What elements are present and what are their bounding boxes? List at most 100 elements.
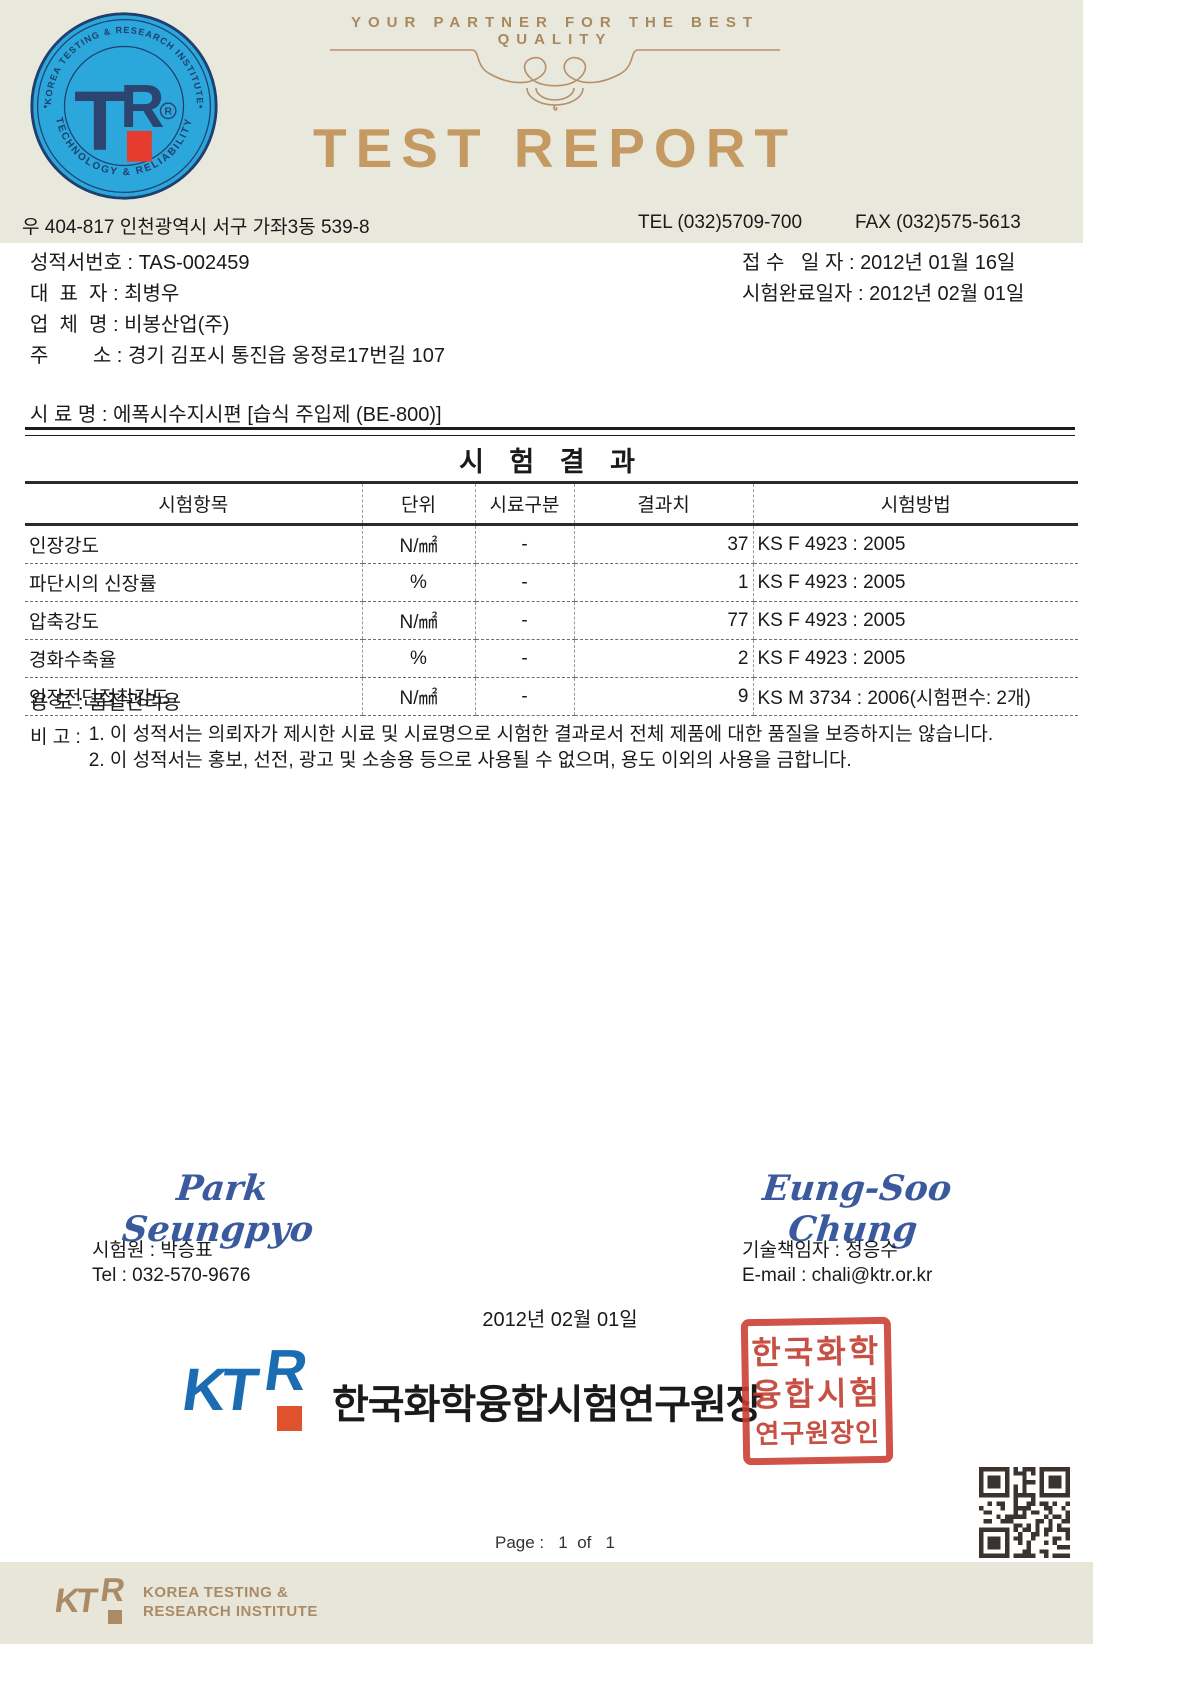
institute-tel: TEL (032)5709-700 <box>638 212 803 233</box>
results-section-title: 시 험 결 과 <box>459 447 644 477</box>
table-cell: - <box>474 677 574 716</box>
svg-text:R: R <box>120 72 164 141</box>
report-number-label: 성적서번호 : <box>30 252 134 274</box>
tr-seal-logo: KOREA TESTING & RESEARCH INSTITUTE TECHN… <box>28 10 220 202</box>
address-value: 경기 김포시 통진읍 옹정로17번길 107 <box>127 345 445 367</box>
company-value: 비봉산업(주) <box>124 314 230 336</box>
tr-seal-icon: KOREA TESTING & RESEARCH INSTITUTE TECHN… <box>30 12 218 200</box>
table-cell: 파단시의 신장률 <box>25 563 362 602</box>
institute-fax: FAX (032)575-5613 <box>855 212 1021 233</box>
footer-org-line2: RESEARCH INSTITUTE <box>143 1603 318 1620</box>
table-header-row: 시험항목 단위 시료구분 결과치 시험방법 <box>25 482 1078 526</box>
representative-value: 최병우 <box>124 283 180 305</box>
completed-date-label: 시험완료일자 : <box>742 283 864 305</box>
remarks-notes: 1. 이 성적서는 의뢰자가 제시한 시료 및 시료명으로 시험한 결과로서 전… <box>89 722 993 774</box>
stamp-row: 융합시험 <box>751 1374 883 1414</box>
table-cell: 77 <box>573 601 753 640</box>
results-table-body: 인장강도 N/㎟ -37 KS F 4923 : 2005 파단시의 신장률% -1 KS … <box>25 524 1078 716</box>
report-title: TEST REPORT <box>312 117 798 179</box>
remarks-label: 비 고 : <box>30 727 81 748</box>
report-number-value: TAS-002459 <box>138 252 250 274</box>
table-row: 파단시의 신장률% -1 KS F 4923 : 2005 <box>25 563 1078 602</box>
institute-address: 우 404-817 인천광역시 서구 가좌3동 539-8 <box>22 217 370 238</box>
results-table: 시험항목 단위 시료구분 결과치 시험방법 인장강도 N/㎟ -37 KS F 492… <box>25 481 1078 716</box>
completed-date-row: 시험완료일자 : 2012년 02월 01일 <box>742 277 1024 306</box>
table-cell: - <box>474 563 574 602</box>
svg-text:T: T <box>74 74 126 168</box>
table-cell: 2 <box>573 639 753 678</box>
representative-row: 대 표 자 : 최병우 <box>30 277 179 306</box>
ktr-logo-square-icon <box>277 1406 302 1431</box>
received-date-value: 2012년 01월 16일 <box>860 252 1016 274</box>
table-cell: 인장전단접착강도 <box>25 677 362 716</box>
remark-line: 1. 이 성적서는 의뢰자가 제시한 시료 및 시료명으로 시험한 결과로서 전… <box>88 724 994 745</box>
svg-text:•: • <box>43 101 47 113</box>
table-cell: % <box>361 563 475 602</box>
results-table-wrap: 시험항목 단위 시료구분 결과치 시험방법 인장강도 N/㎟ -37 KS F 492… <box>25 481 1078 716</box>
tester-name: 시험원 : 박승표 <box>92 1240 213 1261</box>
received-date-label: 접 수 일 자 : <box>742 252 855 274</box>
ornament-flourish-icon <box>330 36 780 121</box>
table-cell: 9 <box>573 677 753 716</box>
representative-label: 대 표 자 : <box>30 283 119 305</box>
qr-code <box>979 1467 1070 1558</box>
table-cell: KS F 4923 : 2005 <box>752 563 1078 602</box>
ktr-logo: KT R <box>178 1338 333 1443</box>
official-seal-stamp: 한국화학 융합시험 연구원장인 <box>740 1316 894 1466</box>
sample-name-row: 시 료 명 : 에폭시수지시편 [습식 주입제 (BE-800)] <box>30 398 442 427</box>
table-cell: % <box>361 639 475 678</box>
responsible-email: E-mail : chali@ktr.or.kr <box>742 1265 933 1286</box>
table-cell: N/㎟ <box>361 601 475 640</box>
issue-date: 2012년 02월 01일 <box>482 1309 638 1331</box>
col-method: 시험방법 <box>752 482 1078 526</box>
remarks-block: 비 고 : 1. 이 성적서는 의뢰자가 제시한 시료 및 시료명으로 시험한 … <box>30 722 993 774</box>
table-row: 압축강도 N/㎟ -77 KS F 4923 : 2005 <box>25 601 1078 640</box>
usage-value: 품질관리용 <box>89 692 182 714</box>
svg-text:•: • <box>199 101 203 113</box>
table-row: 인장전단접착강도 N/㎟ -9 KS M 3734 : 2006(시험편수: 2개) <box>25 677 1078 716</box>
ktr-logo-r: R <box>260 1338 312 1403</box>
table-cell: - <box>474 524 574 564</box>
footer-ktr-logo: KT R <box>52 1571 145 1632</box>
table-cell: - <box>474 601 574 640</box>
sample-name-label: 시 료 명 : <box>30 404 108 426</box>
stamp-row: 연구원장인 <box>755 1417 881 1449</box>
address-label: 주 소 : <box>30 345 123 367</box>
section-divider <box>25 427 1075 436</box>
table-cell: 경화수축율 <box>25 639 362 678</box>
table-cell: KS M 3734 : 2006(시험편수: 2개) <box>752 677 1078 716</box>
footer-band <box>0 1562 1093 1644</box>
sample-name-value: 에폭시수지시편 [습식 주입제 (BE-800)] <box>113 404 442 426</box>
tester-info: 시험원 : 박승표 Tel : 032-570-9676 <box>92 1238 250 1288</box>
usage-label: 용 도 : <box>30 692 84 714</box>
issuing-org-title: 한국화학융합시험연구원장 <box>332 1383 763 1427</box>
table-cell: N/㎟ <box>361 677 475 716</box>
page-indicator: Page : 1 of 1 <box>494 1533 616 1552</box>
usage-row: 용 도 : 품질관리용 <box>30 686 181 715</box>
table-cell: - <box>474 639 574 678</box>
svg-text:R: R <box>164 106 172 118</box>
table-cell: KS F 4923 : 2005 <box>752 639 1078 678</box>
col-unit: 단위 <box>361 482 475 526</box>
table-cell: 37 <box>573 524 753 564</box>
table-cell: N/㎟ <box>361 524 475 564</box>
company-row: 업 체 명 : 비봉산업(주) <box>30 308 229 337</box>
company-label: 업 체 명 : <box>30 314 119 336</box>
tester-tel: Tel : 032-570-9676 <box>92 1265 251 1286</box>
responsible-info: 기술책임자 : 정응수 E-mail : chali@ktr.or.kr <box>742 1238 932 1288</box>
report-number-row: 성적서번호 : TAS-002459 <box>30 246 250 275</box>
table-cell: 인장강도 <box>25 524 362 564</box>
col-sample-class: 시료구분 <box>474 482 574 526</box>
header-tagline: YOUR PARTNER FOR THE BEST QUALITY <box>350 14 760 48</box>
responsible-name: 기술책임자 : 정응수 <box>742 1240 898 1261</box>
footer-ktr-logo-kt: KT <box>52 1582 97 1620</box>
received-date-row: 접 수 일 자 : 2012년 01월 16일 <box>742 246 1015 275</box>
table-cell: 압축강도 <box>25 601 362 640</box>
address-row: 주 소 : 경기 김포시 통진읍 옹정로17번길 107 <box>30 339 445 368</box>
table-row: 경화수축율% -2 KS F 4923 : 2005 <box>25 639 1078 678</box>
col-test-item: 시험항목 <box>25 482 362 526</box>
completed-date-value: 2012년 02월 01일 <box>869 283 1025 305</box>
footer-ktr-logo-r: R <box>98 1571 128 1608</box>
footer-org-name: KOREA TESTING & RESEARCH INSTITUTE <box>143 1583 318 1621</box>
table-row: 인장강도 N/㎟ -37 KS F 4923 : 2005 <box>25 524 1078 564</box>
